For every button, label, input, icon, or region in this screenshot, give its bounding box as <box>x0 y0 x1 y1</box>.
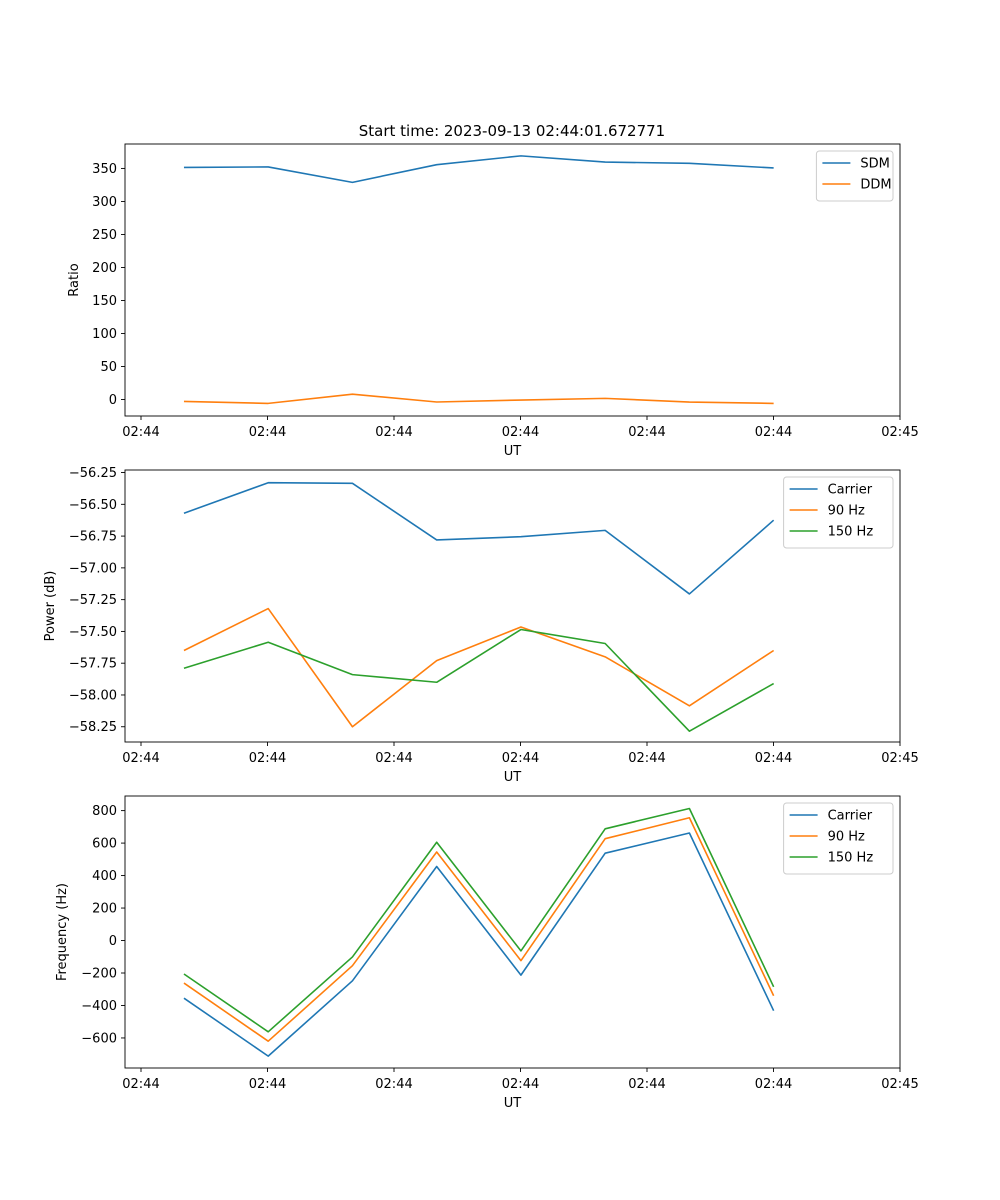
y-axis-label: Ratio <box>67 263 82 296</box>
x-tick-label: 02:44 <box>375 1077 412 1092</box>
y-tick-label: −200 <box>81 967 117 982</box>
y-tick-label: 100 <box>92 327 117 342</box>
figure-title: Start time: 2023-09-13 02:44:01.672771 <box>359 122 665 140</box>
y-tick-label: 350 <box>92 162 117 177</box>
series-line-carrier <box>183 481 775 595</box>
y-tick-label: −600 <box>81 1031 117 1046</box>
y-tick-label: 800 <box>92 804 117 819</box>
axes-frame <box>124 469 901 743</box>
legend-label: 90 Hz <box>828 830 865 845</box>
y-tick-label: −57.25 <box>69 593 117 608</box>
y-tick-label: 300 <box>92 195 117 210</box>
x-tick-label: 02:44 <box>122 425 159 440</box>
x-tick-label: 02:44 <box>249 751 286 766</box>
x-tick-label: 02:44 <box>122 751 159 766</box>
panel-3: 02:44 02:44 02:44 02:44 02:44 02:44 02:45 −600 −… <box>55 795 919 1111</box>
legend-label: Carrier <box>828 809 873 824</box>
y-tick-label: −400 <box>81 999 117 1014</box>
legend-label: Carrier <box>828 483 873 498</box>
series-line-150-hz <box>183 807 775 1033</box>
y-tick-label: 150 <box>92 294 117 309</box>
x-tick-label: 02:44 <box>122 1077 159 1092</box>
x-tick-label: 02:44 <box>755 751 792 766</box>
y-tick-label: 0 <box>109 393 117 408</box>
y-tick-label: −57.00 <box>69 561 117 576</box>
x-tick-label: 02:44 <box>755 425 792 440</box>
axes-frame <box>124 795 901 1069</box>
x-tick-label: 02:44 <box>249 1077 286 1092</box>
panels: 02:44 02:44 02:44 02:44 02:44 02:44 02:45 0 50 10… <box>43 143 919 1111</box>
y-tick-label: −56.75 <box>69 530 117 545</box>
panel-1: 02:44 02:44 02:44 02:44 02:44 02:44 02:45 0 50 10… <box>67 143 919 459</box>
x-tick-label: 02:44 <box>502 751 539 766</box>
y-axis-label: Power (dB) <box>43 571 58 642</box>
legend: SDM DDM <box>815 150 894 202</box>
x-tick-label: 02:45 <box>881 751 918 766</box>
legend-label: 150 Hz <box>828 851 874 866</box>
series-line-sdm <box>183 155 774 184</box>
y-tick-label: −57.75 <box>69 657 117 672</box>
series-line-ddm <box>183 393 774 405</box>
y-tick-label: 200 <box>92 902 117 917</box>
panel-2: 02:44 02:44 02:44 02:44 02:44 02:44 02:45 −58.2… <box>43 466 919 785</box>
x-axis-label: UT <box>504 770 522 785</box>
y-tick-label: −58.00 <box>69 688 117 703</box>
y-tick-label: −57.50 <box>69 625 117 640</box>
y-tick-label: 400 <box>92 869 117 884</box>
legend: Carrier 90 Hz 150 Hz <box>783 476 894 549</box>
x-tick-label: 02:45 <box>881 425 918 440</box>
x-tick-label: 02:44 <box>628 751 665 766</box>
legend-label: 150 Hz <box>828 525 874 540</box>
y-tick-label: 50 <box>100 360 117 375</box>
x-tick-label: 02:44 <box>375 751 412 766</box>
legend-label: SDM <box>860 157 889 172</box>
x-tick-label: 02:44 <box>755 1077 792 1092</box>
axes-frame <box>124 143 901 417</box>
legend-label: DDM <box>860 178 891 193</box>
series-line-150-hz <box>183 628 775 732</box>
series-line-90-hz <box>183 607 775 728</box>
y-tick-label: 250 <box>92 228 117 243</box>
x-tick-label: 02:44 <box>502 1077 539 1092</box>
y-tick-label: 0 <box>109 934 117 949</box>
y-axis-label: Frequency (Hz) <box>55 883 70 981</box>
legend-label: 90 Hz <box>828 504 865 519</box>
x-tick-label: 02:44 <box>628 1077 665 1092</box>
series-line-carrier <box>183 832 775 1057</box>
x-tick-label: 02:45 <box>881 1077 918 1092</box>
y-tick-label: −58.25 <box>69 720 117 735</box>
x-tick-label: 02:44 <box>502 425 539 440</box>
series-line-90-hz <box>183 816 775 1043</box>
y-tick-label: 600 <box>92 837 117 852</box>
x-axis-label: UT <box>504 1096 522 1111</box>
legend: Carrier 90 Hz 150 Hz <box>783 802 894 875</box>
x-tick-label: 02:44 <box>375 425 412 440</box>
y-tick-label: −56.50 <box>69 498 117 513</box>
y-tick-label: −56.25 <box>69 466 117 481</box>
x-tick-label: 02:44 <box>628 425 665 440</box>
x-axis-label: UT <box>504 444 522 459</box>
y-tick-label: 200 <box>92 261 117 276</box>
x-tick-label: 02:44 <box>249 425 286 440</box>
